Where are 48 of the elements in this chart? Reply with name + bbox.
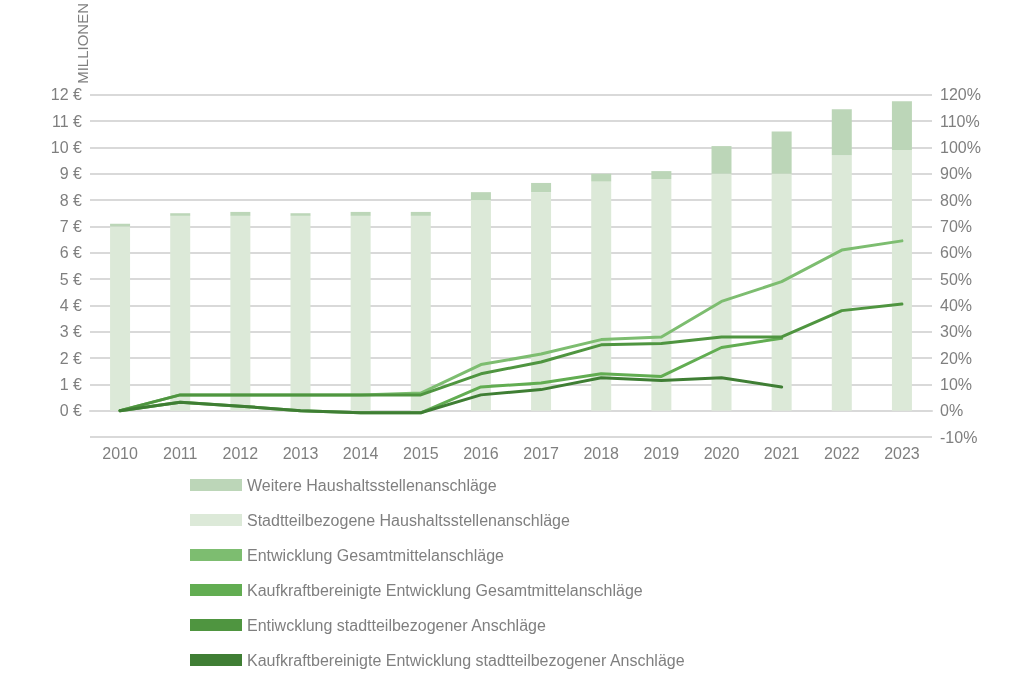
y-tick-label: 6 € — [59, 244, 83, 262]
legend-label: Entiwcklung stadtteilbezogener Anschläge — [247, 616, 546, 634]
y-tick-label: 10 € — [50, 138, 83, 156]
y2-tick-label: 40% — [940, 296, 973, 314]
x-tick-label: 2011 — [163, 444, 198, 462]
x-tick-label: 2016 — [463, 444, 499, 462]
legend-label: Kaufkraftbereinigte Entwicklung Gesamtmittelanschläge — [247, 581, 643, 599]
y2-tick-label: 60% — [940, 244, 973, 262]
y-tick-label: 8 € — [59, 191, 83, 209]
y-tick-label: 7 € — [59, 217, 83, 235]
y-tick-label: 4 € — [59, 296, 83, 314]
x-tick-label: 2021 — [763, 444, 800, 462]
x-tick-label: 2019 — [643, 444, 680, 462]
legend-label: Stadtteilbezogene Haushaltsstellenanschläge — [247, 511, 570, 529]
y2-tick-label: -10% — [940, 428, 978, 446]
y2-tick-label: 10% — [940, 375, 973, 393]
y-tick-label: 12 € — [50, 86, 83, 104]
legend-label: Kaufkraftbereinigte Entwicklung stadtteilbezogener Anschläge — [247, 651, 685, 669]
y-tick-label: 0 € — [59, 402, 83, 420]
legend-label: Entwicklung Gesamtmittelanschläge — [247, 546, 505, 564]
x-tick-label: 2010 — [102, 444, 138, 462]
y2-tick-label: 20% — [940, 349, 973, 367]
y-axis-title: MILLIONEN — [74, 3, 91, 84]
y2-tick-label: 70% — [940, 217, 973, 235]
y2-tick-label: 50% — [940, 270, 973, 288]
x-tick-label: 2020 — [703, 444, 740, 462]
y-tick-label: 3 € — [59, 323, 83, 341]
x-tick-label: 2017 — [523, 444, 559, 462]
y-tick-label: 1 € — [59, 375, 83, 393]
y2-tick-label: 110% — [940, 112, 980, 130]
x-tick-label: 2015 — [402, 444, 439, 462]
x-tick-label: 2013 — [282, 444, 319, 462]
y2-tick-label: 90% — [940, 165, 973, 183]
y2-tick-label: 80% — [940, 191, 973, 209]
y2-tick-label: 30% — [940, 323, 973, 341]
y2-tick-label: 0% — [940, 402, 964, 420]
y2-tick-label: 120% — [940, 86, 981, 104]
x-tick-label: 2014 — [342, 444, 379, 462]
y-tick-label: 9 € — [59, 165, 83, 183]
y-tick-label: 2 € — [59, 349, 83, 367]
legend-label: Weitere Haushaltsstellenanschläge — [247, 476, 497, 494]
x-tick-label: 2022 — [823, 444, 860, 462]
x-tick-label: 2018 — [583, 444, 620, 462]
y2-tick-label: 100% — [940, 138, 981, 156]
x-tick-label: 2012 — [222, 444, 259, 462]
y-tick-label: 11 € — [52, 112, 83, 130]
x-tick-label: 2023 — [884, 444, 920, 462]
y-tick-label: 5 € — [59, 270, 83, 288]
